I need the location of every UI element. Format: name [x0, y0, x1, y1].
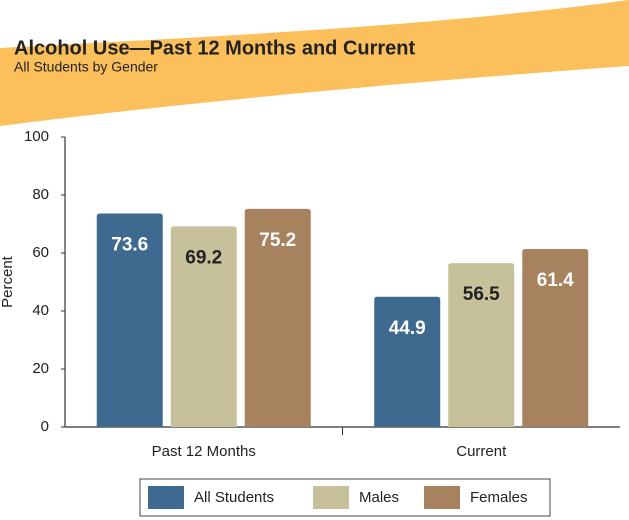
title-banner: [0, 0, 629, 126]
x-tick-label: Past 12 Months: [152, 443, 256, 460]
legend-swatch: [148, 486, 184, 509]
value-label: 44.9: [389, 318, 426, 339]
y-tick-label: 40: [32, 302, 49, 319]
bar: [522, 248, 589, 427]
legend-label: All Students: [194, 489, 274, 506]
legend-label: Males: [359, 489, 399, 506]
bar: [374, 296, 441, 427]
y-tick-label: 0: [41, 418, 49, 435]
legend-swatch: [424, 486, 460, 509]
legend-swatch: [313, 486, 349, 509]
bar: [448, 263, 515, 427]
bar: [244, 208, 311, 427]
legend-label: Females: [470, 489, 528, 506]
y-tick-label: 100: [24, 128, 49, 145]
y-axis-label: Percent: [0, 255, 16, 308]
y-tick-label: 80: [32, 186, 49, 203]
bar: [96, 213, 163, 427]
value-label: 69.2: [185, 247, 222, 268]
y-tick-label: 60: [32, 244, 49, 261]
chart-subtitle: All Students by Gender: [14, 59, 158, 75]
x-tick-label: Current: [456, 443, 507, 460]
chart-title: Alcohol Use—Past 12 Months and Current: [14, 37, 416, 59]
value-label: 61.4: [537, 270, 574, 291]
value-label: 75.2: [259, 230, 296, 251]
value-label: 73.6: [111, 235, 148, 256]
value-label: 56.5: [463, 284, 500, 305]
bar: [170, 226, 237, 427]
y-tick-label: 20: [32, 360, 49, 377]
